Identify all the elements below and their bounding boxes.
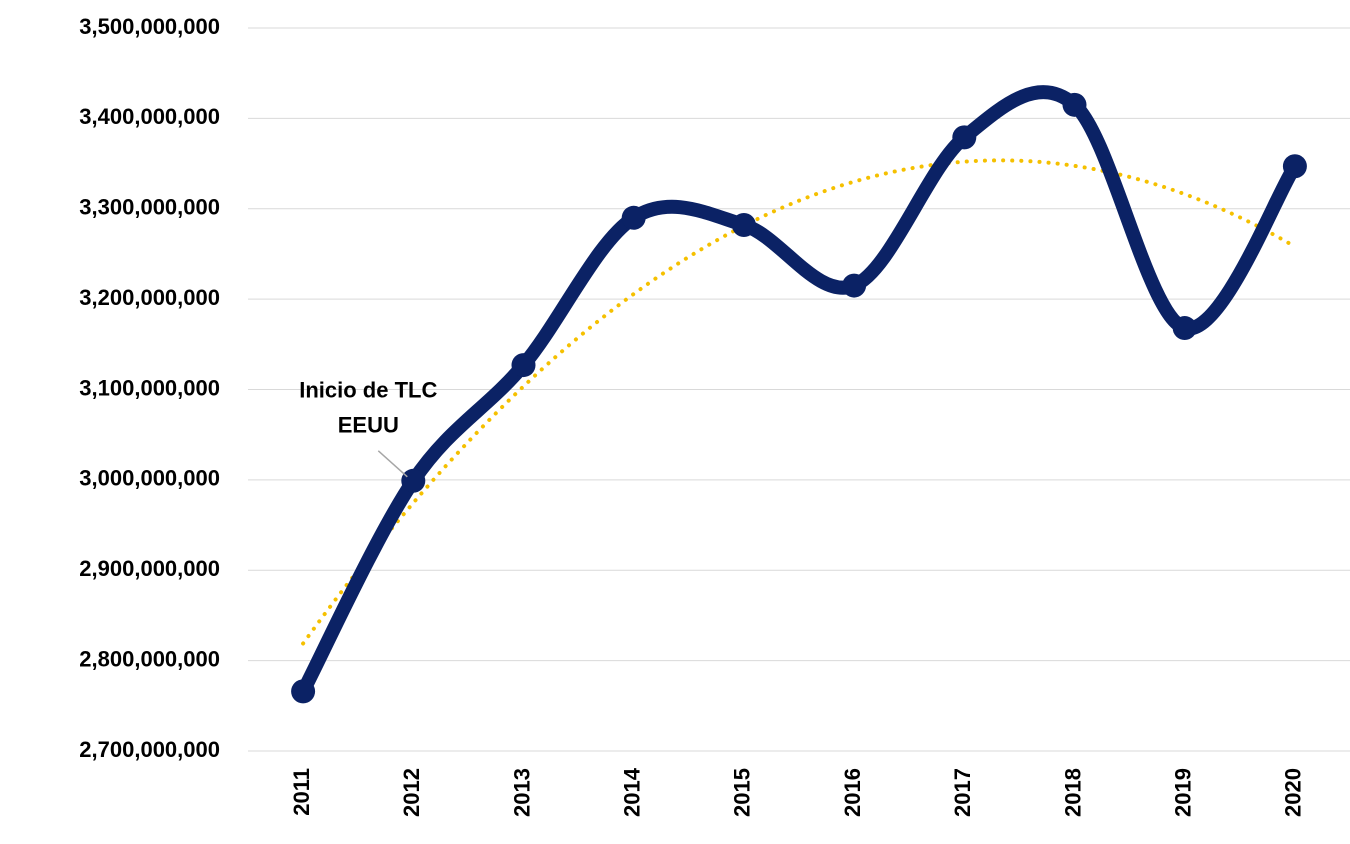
marker	[842, 273, 867, 298]
y-tick-label: 2,700,000,000	[79, 737, 220, 762]
x-tick-label: 2012	[399, 768, 424, 817]
marker	[291, 679, 316, 704]
y-tick-label: 3,000,000,000	[79, 466, 220, 491]
trendline	[301, 158, 1297, 646]
x-tick-label: 2018	[1060, 768, 1085, 817]
x-tick-label: 2014	[620, 767, 645, 817]
annotation: Inicio de TLC	[299, 378, 437, 403]
marker	[621, 205, 646, 230]
annotation-leader	[377, 450, 408, 478]
marker	[1172, 316, 1197, 341]
x-tick-label: 2016	[840, 768, 865, 817]
x-tick-label: 2011	[289, 768, 314, 816]
marker	[1062, 92, 1087, 117]
y-tick-label: 3,200,000,000	[79, 285, 220, 310]
marker	[401, 468, 426, 493]
y-tick-label: 3,100,000,000	[79, 375, 220, 400]
y-tick-label: 3,300,000,000	[79, 195, 220, 220]
marker	[731, 213, 756, 238]
x-tick-label: 2017	[950, 768, 975, 817]
y-tick-label: 2,800,000,000	[79, 646, 220, 671]
x-tick-label: 2013	[509, 768, 534, 817]
marker	[952, 125, 977, 150]
y-tick-label: 2,900,000,000	[79, 556, 220, 581]
marker	[511, 353, 536, 378]
annotation: EEUU	[338, 413, 399, 438]
y-tick-label: 3,400,000,000	[79, 104, 220, 129]
x-tick-label: 2015	[730, 768, 755, 817]
y-tick-label: 3,500,000,000	[79, 14, 220, 39]
line	[296, 85, 1302, 699]
marker	[1282, 154, 1307, 179]
x-tick-label: 2020	[1281, 768, 1306, 817]
x-tick-label: 2019	[1171, 768, 1196, 817]
